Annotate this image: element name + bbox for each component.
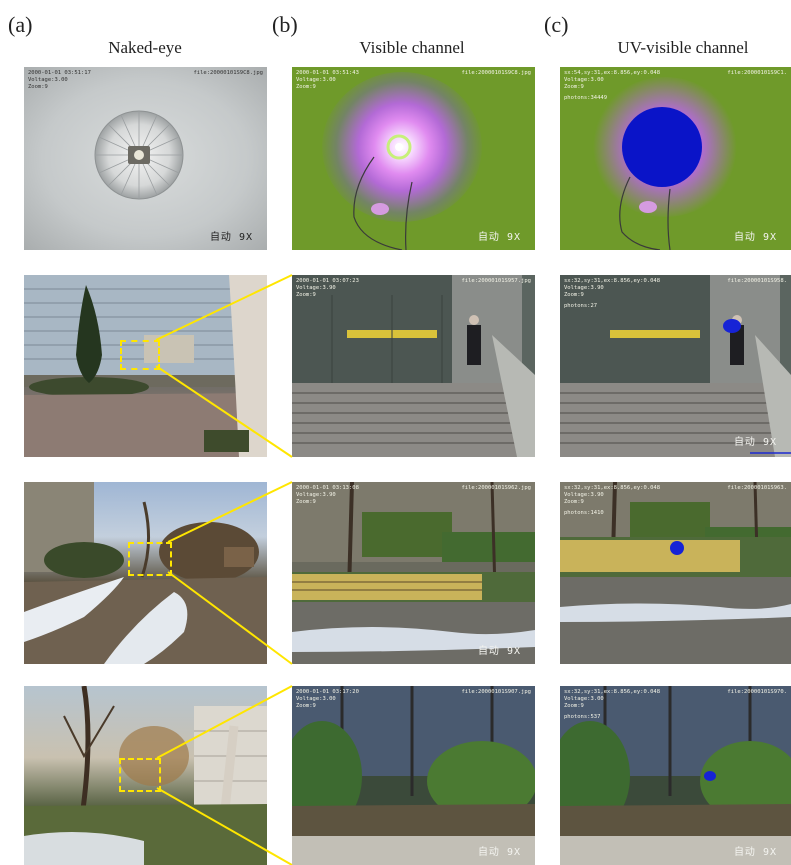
osd-file: file:20000101S963.	[727, 485, 787, 491]
image-visible-park: 2000-01-01 03:13:08 Voltage:3.90 Zoom:9 …	[292, 482, 535, 664]
image-visible-fence: 2000-01-01 03:17:20 Voltage:3.00 Zoom:9 …	[292, 686, 535, 865]
osd-voltage: Voltage:3.00	[564, 77, 604, 83]
osd-voltage: Voltage:3.00	[296, 77, 336, 83]
osd-zoom: Zoom:9	[296, 703, 316, 709]
connector-line-row4-top	[156, 685, 293, 759]
osd-photons: photons:537	[564, 714, 601, 720]
bench-scene-drawing	[292, 482, 535, 664]
osd-coords: sx:32,sy:31,ex:8.856,ey:0.048	[564, 485, 661, 491]
osd-coords: sx:54,sy:31,ex:8.856,ey:0.048	[564, 70, 661, 76]
osd-date: 2000-01-01 03:17:20	[296, 689, 359, 695]
connector-line-row3-bottom	[167, 571, 293, 665]
image-uv-lamp: sx:54,sy:31,ex:8.856,ey:0.048 Voltage:3.…	[560, 67, 791, 250]
entrance-scene-drawing	[292, 275, 535, 457]
osd-mode-zoom: 自动 9X	[209, 232, 253, 243]
panel-label-c: (c)	[544, 12, 569, 37]
image-uv-park: sx:32,sy:31,ex:8.856,ey:0.048 Voltage:3.…	[560, 482, 791, 664]
osd-zoom: Zoom:9	[296, 292, 316, 298]
bench-scene-drawing	[560, 482, 791, 664]
osd-mode-zoom: 自动 9X	[477, 232, 521, 243]
osd-date: 2000-01-01 03:07:23	[296, 278, 359, 284]
osd-mode-zoom: 自动 9X	[477, 847, 521, 858]
osd-photons: photons:27	[564, 303, 598, 309]
column-title-visible: Visible channel	[359, 38, 465, 57]
image-visible-lamp: 2000-01-01 03:51:43 Voltage:3.00 Zoom:9 …	[292, 67, 535, 250]
panel-label-a: (a)	[8, 12, 33, 37]
osd-file: file:20000101S957.jpg	[461, 278, 531, 284]
osd-voltage: Voltage:3.90	[296, 285, 336, 291]
osd-date: 2000-01-01 03:51:17	[28, 70, 91, 76]
osd-file: file:20000101S970.	[727, 689, 787, 695]
osd-voltage: Voltage:3.90	[564, 492, 604, 498]
osd-file: file:20000101S9C8.jpg	[193, 70, 263, 76]
osd-zoom: Zoom:9	[564, 499, 584, 505]
lamp-cables-drawing	[353, 134, 413, 250]
osd-photons: photons:34449	[564, 95, 608, 101]
image-naked-eye-trees	[24, 686, 267, 865]
osd-voltage: Voltage:3.00	[296, 696, 336, 702]
osd-voltage: Voltage:3.00	[564, 696, 604, 702]
osd-file: file:20000101S9C1.	[727, 70, 787, 76]
osd-mode-zoom: 自动 9X	[733, 232, 777, 243]
image-uv-building: sx:32,sy:31,ex:8.856,ey:0.048 Voltage:3.…	[560, 275, 791, 457]
osd-file: file:20000101S962.jpg	[461, 485, 531, 491]
connector-line-row3-top	[167, 481, 293, 543]
zoom-region-marker	[120, 340, 160, 370]
connector-line-row2-bottom	[155, 365, 293, 458]
image-uv-fence: sx:32,sy:31,ex:8.856,ey:0.048 Voltage:3.…	[560, 686, 791, 865]
uv-discharge-blob	[622, 107, 702, 187]
osd-date: 2000-01-01 03:13:08	[296, 485, 359, 491]
osd-mode-zoom: 自动 9X	[733, 437, 777, 448]
osd-file: file:20000101S9C8.jpg	[461, 70, 531, 76]
osd-zoom: Zoom:9	[296, 499, 316, 505]
column-title-naked-eye: Naked-eye	[108, 38, 182, 57]
osd-voltage: Voltage:3.90	[296, 492, 336, 498]
fence-scene-drawing	[292, 686, 535, 865]
osd-zoom: Zoom:9	[564, 84, 584, 90]
column-title-uv-visible: UV-visible channel	[617, 38, 749, 57]
lamp-cables-drawing	[619, 176, 671, 250]
osd-zoom: Zoom:9	[564, 703, 584, 709]
connector-line-row2-top	[155, 274, 293, 341]
park-scene-drawing	[24, 482, 267, 664]
osd-photons: photons:1410	[564, 510, 604, 516]
lamp-heatsink-drawing	[94, 110, 184, 200]
zoom-region-marker	[119, 758, 161, 792]
osd-zoom: Zoom:9	[28, 84, 48, 90]
osd-date: 2000-01-01 03:51:43	[296, 70, 359, 76]
osd-voltage: Voltage:3.00	[28, 77, 68, 83]
osd-zoom: Zoom:9	[296, 84, 316, 90]
trees-scene-drawing	[24, 686, 267, 865]
osd-coords: sx:32,sy:31,ex:8.856,ey:0.048	[564, 689, 661, 695]
osd-mode-zoom: 自动 9X	[733, 847, 777, 858]
panel-label-b: (b)	[272, 12, 298, 37]
osd-mode-zoom: 自动 9X	[477, 646, 521, 657]
osd-coords: sx:32,sy:31,ex:8.856,ey:0.048	[564, 278, 661, 284]
connector-line-row4-bottom	[156, 787, 293, 865]
entrance-scene-drawing	[560, 275, 791, 457]
osd-file: file:20000101S907.jpg	[461, 689, 531, 695]
osd-file: file:20000101S958.	[727, 278, 787, 284]
osd-voltage: Voltage:3.90	[564, 285, 604, 291]
image-naked-eye-lamp: 2000-01-01 03:51:17 Voltage:3.00 Zoom:9 …	[24, 67, 267, 250]
zoom-region-marker	[128, 542, 172, 576]
image-naked-eye-park	[24, 482, 267, 664]
image-visible-building: 2000-01-01 03:07:23 Voltage:3.90 Zoom:9 …	[292, 275, 535, 457]
osd-zoom: Zoom:9	[564, 292, 584, 298]
fence-scene-drawing	[560, 686, 791, 865]
building-scene-drawing	[24, 275, 267, 457]
